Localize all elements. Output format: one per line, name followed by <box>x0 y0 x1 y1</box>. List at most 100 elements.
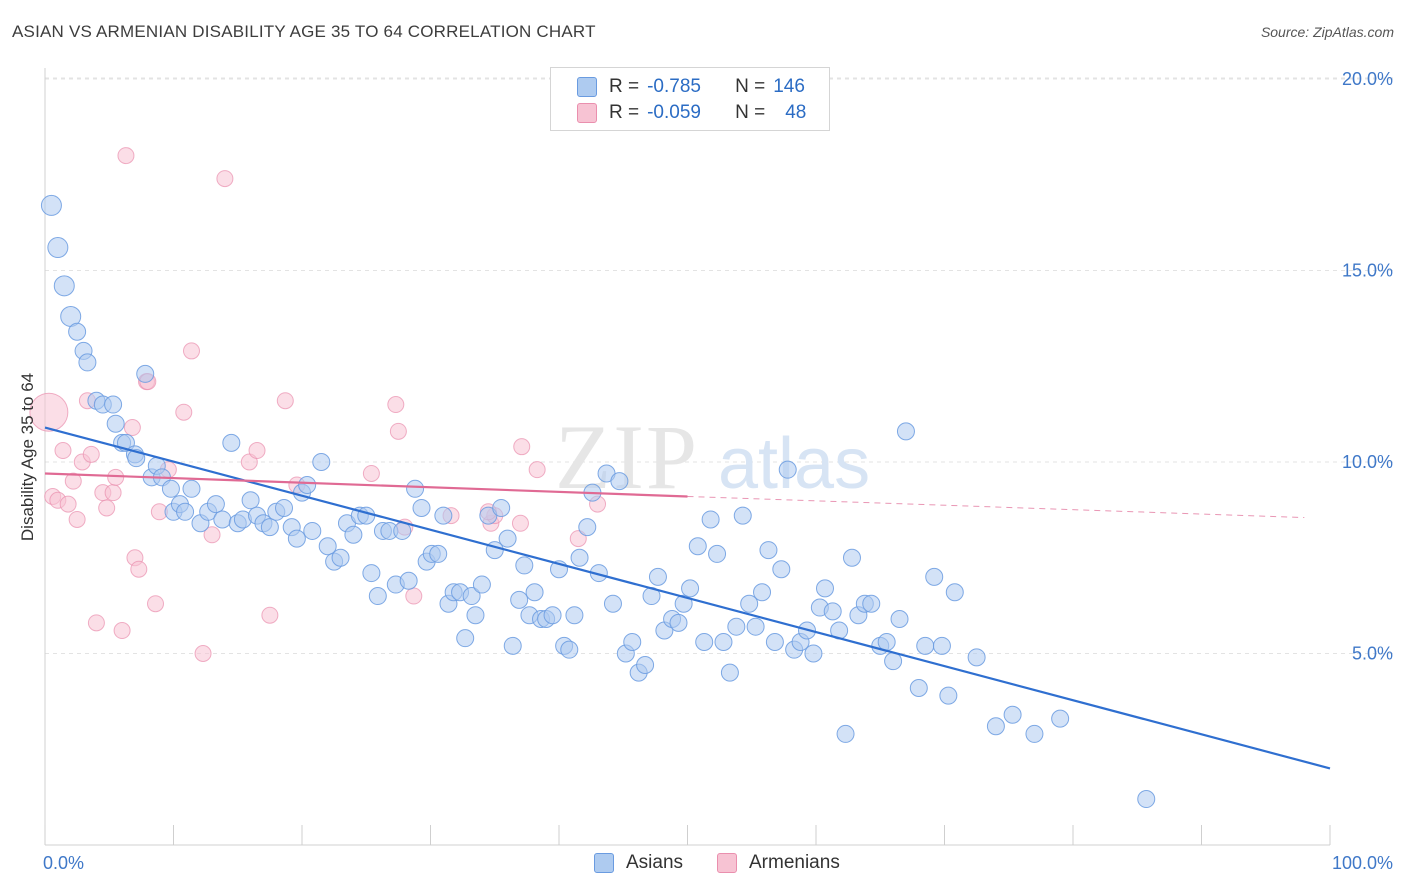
asians-point <box>623 633 642 652</box>
armenians-point <box>104 484 122 502</box>
armenians-point <box>113 622 131 640</box>
asians-point <box>890 610 909 629</box>
asians-point <box>312 453 331 471</box>
armenians-point <box>405 587 423 605</box>
asians-point <box>399 571 418 590</box>
asians-point <box>695 633 714 652</box>
armenians-point <box>123 419 141 437</box>
x-tick-label: 100.0% <box>1332 853 1393 873</box>
asians-point <box>862 594 881 613</box>
legend: R = -0.785 N = 146 R = -0.059 N = 48 <box>550 67 830 131</box>
asians-point <box>610 472 629 491</box>
armenians-point <box>389 422 407 440</box>
armenians-point <box>362 464 380 482</box>
asians-regression-line <box>44 426 1331 770</box>
asians-point <box>1003 705 1022 724</box>
tick-labels: 5.0% 10.0% 15.0% 20.0% 0.0% 100.0% <box>43 69 1393 873</box>
y-tick-label: 15.0% <box>1342 261 1393 281</box>
bottom-legend-armenians[interactable]: Armenians <box>717 852 840 874</box>
asians-point <box>344 525 363 544</box>
asians-point <box>429 544 448 563</box>
asians-point <box>53 275 75 297</box>
asians-point <box>932 636 951 655</box>
asians-point <box>727 617 746 636</box>
chart-title: ASIAN VS ARMENIAN DISABILITY AGE 35 TO 6… <box>12 22 596 41</box>
legend-n-label: N = <box>735 76 766 97</box>
asians-point <box>909 678 928 697</box>
asians-point <box>357 506 376 525</box>
legend-n-value: 48 <box>785 102 807 123</box>
asians-point <box>78 353 97 372</box>
armenians-regression-extension <box>687 495 1305 519</box>
asians-point <box>916 636 935 655</box>
armenians-point <box>147 595 165 613</box>
asians-point <box>636 655 655 674</box>
bottom-legend-label-armenians: Armenians <box>749 852 840 873</box>
asians-point <box>877 633 896 652</box>
armenians-point <box>98 499 116 517</box>
asians-point <box>456 629 475 648</box>
asians-point <box>412 498 431 517</box>
armenians-point <box>64 472 82 490</box>
armenians-point <box>276 392 294 410</box>
armenians-point <box>528 461 546 479</box>
watermark-zip: ZIP <box>555 406 699 508</box>
asians-point <box>939 686 958 705</box>
asians-point <box>1025 724 1044 743</box>
asians-point <box>681 579 700 598</box>
armenians-regression-line <box>44 472 688 498</box>
armenians-point <box>130 560 148 578</box>
armenians-point <box>182 342 200 360</box>
asians-point <box>842 548 861 567</box>
bottom-legend-label-asians: Asians <box>626 852 684 873</box>
asians-point <box>462 587 481 606</box>
legend-row-armenians: R = -0.059 N = 48 <box>577 101 806 125</box>
legend-r-label: R = <box>609 102 640 123</box>
asians-point <box>275 498 294 517</box>
bottom-legend-asians[interactable]: Asians <box>594 852 683 874</box>
legend-n-label: N = <box>735 102 766 123</box>
bottom-legend-swatch-armenians <box>717 853 737 873</box>
armenians-point <box>387 396 405 414</box>
armenians-point <box>117 147 135 165</box>
asians-point <box>287 529 306 548</box>
asians-point <box>815 579 834 598</box>
asians-point <box>765 633 784 652</box>
asians-point <box>560 640 579 659</box>
legend-r-value: -0.059 <box>647 102 701 123</box>
asians-point <box>406 479 425 498</box>
asians-point <box>47 237 69 259</box>
asians-point <box>708 544 727 563</box>
asians-point <box>136 364 155 383</box>
asians-point <box>466 606 485 625</box>
asians-point <box>772 560 791 579</box>
armenians-point <box>216 170 234 188</box>
armenians-point <box>82 445 100 463</box>
asians-point <box>503 636 522 655</box>
asians-point <box>778 460 797 479</box>
armenians-point <box>175 403 193 421</box>
armenians-point <box>59 495 77 513</box>
grid-lines <box>45 77 1395 654</box>
asians-point <box>823 602 842 621</box>
asians-point <box>836 724 855 743</box>
asians-point <box>104 395 123 414</box>
asians-point <box>543 606 562 625</box>
asians-point <box>182 479 201 498</box>
y-axis-label: Disability Age 35 to 64 <box>18 373 37 541</box>
legend-r-value: -0.785 <box>647 76 701 97</box>
armenians-point <box>87 614 105 632</box>
asians-point <box>896 422 915 441</box>
asians-point <box>298 475 317 494</box>
armenians-point <box>54 442 72 460</box>
y-tick-label: 10.0% <box>1342 452 1393 472</box>
legend-swatch-armenians <box>577 103 597 123</box>
y-tick-label: 5.0% <box>1352 644 1393 664</box>
legend-swatch-asians <box>577 77 597 97</box>
asians-point <box>176 502 195 521</box>
armenians-point <box>194 645 212 662</box>
asians-point <box>515 556 534 575</box>
asians-point <box>1051 709 1070 728</box>
asians-point <box>925 567 944 586</box>
asians-point <box>368 587 387 606</box>
